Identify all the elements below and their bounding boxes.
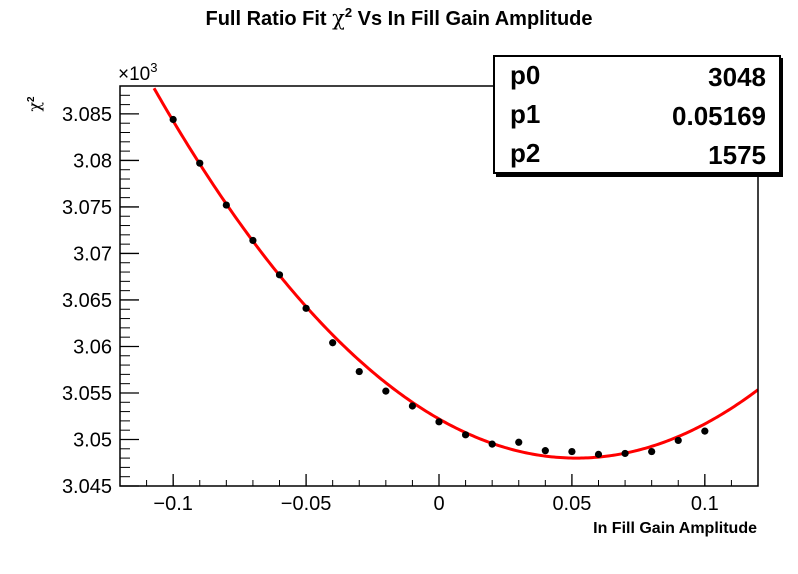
data-point bbox=[674, 436, 682, 445]
x-axis-label: In Fill Gain Amplitude bbox=[593, 520, 757, 537]
y-tick-label: 3.045 bbox=[62, 476, 112, 498]
y-tick-label: 3.06 bbox=[73, 336, 112, 358]
x-tick-label: 0.1 bbox=[691, 493, 719, 515]
y-axis-label: χ2 bbox=[25, 96, 44, 112]
stat-p1-name: p1 bbox=[510, 99, 540, 129]
y-tick-label: 3.05 bbox=[73, 429, 112, 451]
data-point bbox=[169, 115, 177, 124]
y-tick-label: 3.08 bbox=[73, 150, 112, 172]
y-tick-label: 3.055 bbox=[62, 383, 112, 405]
y-tick-label: 3.085 bbox=[62, 104, 112, 126]
stat-p2-name: p2 bbox=[510, 138, 540, 168]
data-point bbox=[302, 304, 310, 312]
data-point bbox=[594, 450, 603, 458]
chart-title: Full Ratio Fit χ2 Vs In Fill Gain Amplit… bbox=[205, 5, 592, 30]
x-tick-label: 0 bbox=[433, 493, 444, 515]
data-point bbox=[408, 402, 417, 410]
x-tick-label: 0.05 bbox=[552, 493, 591, 515]
y-tick-label: 3.065 bbox=[62, 290, 112, 312]
data-point bbox=[515, 438, 523, 446]
x-tick-label: −0.05 bbox=[281, 493, 332, 515]
data-point bbox=[249, 236, 257, 245]
y-multiplier: ×103 bbox=[118, 60, 157, 85]
data-point bbox=[568, 447, 576, 456]
data-point bbox=[329, 339, 337, 347]
fit-stats-box: p0 3048 p1 0.05169 p2 1575 bbox=[493, 55, 783, 177]
stat-p1-value: 0.05169 bbox=[672, 101, 766, 131]
data-point bbox=[621, 449, 629, 458]
y-tick-label: 3.07 bbox=[73, 243, 112, 265]
stat-p2-value: 1575 bbox=[708, 140, 766, 170]
data-point bbox=[222, 201, 230, 209]
x-tick-label: −0.1 bbox=[153, 493, 192, 515]
data-point bbox=[275, 271, 284, 279]
data-point bbox=[435, 418, 443, 426]
data-point bbox=[355, 367, 363, 376]
data-point bbox=[648, 447, 656, 456]
plot-frame bbox=[119, 85, 759, 487]
data-point bbox=[488, 440, 496, 448]
data-point bbox=[701, 427, 709, 435]
stat-p0-value: 3048 bbox=[708, 62, 766, 92]
data-point bbox=[382, 387, 390, 395]
stat-p0-name: p0 bbox=[510, 60, 540, 90]
y-tick-label: 3.075 bbox=[62, 197, 112, 219]
data-point bbox=[461, 431, 470, 439]
data-point bbox=[196, 159, 204, 167]
data-point bbox=[541, 447, 549, 455]
